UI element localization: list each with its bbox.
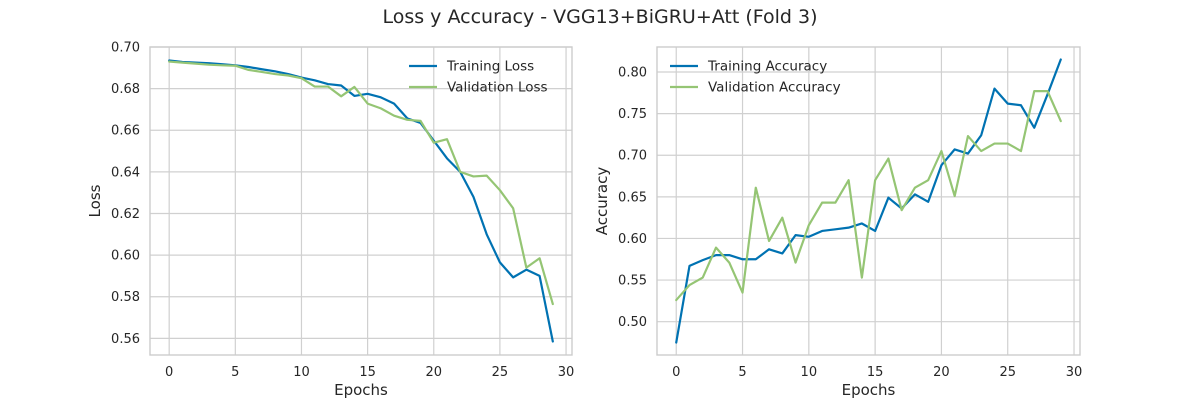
training-loss-line (168, 59, 554, 343)
loss-plot: 0 5 10 15 20 25 30 0.56 0.58 0.60 0.62 0.64 0.66 0.68… (86, 41, 574, 400)
x-tick-label: 5 (738, 365, 746, 380)
x-tick-label: 30 (1066, 365, 1083, 380)
validation-loss-line (168, 60, 554, 306)
figure-title: Loss y Accuracy - VGG13+BiGRU+Att (Fold … (382, 6, 817, 28)
x-tick-label: 15 (359, 365, 376, 380)
y-tick-label: 0.66 (111, 124, 140, 139)
legend-label-validation-loss: Validation Loss (447, 80, 548, 96)
x-tick-label: 15 (867, 365, 884, 380)
y-tick-label: 0.55 (618, 274, 647, 289)
y-tick-label: 0.50 (618, 315, 647, 330)
legend-label-training-accuracy: Training Accuracy (707, 59, 827, 75)
y-tick-label: 0.70 (111, 41, 140, 56)
x-tick-label: 25 (999, 365, 1016, 380)
y-tick-label: 0.62 (111, 207, 140, 222)
accuracy-plot: 0 5 10 15 20 25 30 0.50 0.55 0.60 0.65 0.70 0.75 0.80… (593, 46, 1083, 399)
legend-label-training-loss: Training Loss (446, 59, 534, 75)
x-tick-label: 10 (801, 365, 818, 380)
y-tick-label: 0.80 (618, 65, 647, 80)
y-tick-label: 0.75 (618, 107, 647, 122)
x-tick-label: 20 (933, 365, 950, 380)
y-axis-label: Loss (86, 184, 104, 217)
axes-frame (149, 46, 573, 356)
x-axis-label: Epochs (842, 381, 896, 399)
x-tick-label: 30 (558, 365, 575, 380)
x-tick-label: 5 (231, 365, 239, 380)
y-tick-label: 0.70 (618, 149, 647, 164)
y-tick-label: 0.68 (111, 82, 140, 97)
y-tick-label: 0.56 (111, 332, 140, 347)
x-tick-label: 25 (492, 365, 509, 380)
x-axis-label: Epochs (334, 381, 388, 399)
y-tick-label: 0.60 (111, 249, 140, 264)
y-tick-label: 0.65 (618, 190, 647, 205)
y-axis-label: Accuracy (593, 167, 611, 236)
x-tick-label: 10 (293, 365, 310, 380)
axes-frame (656, 46, 1081, 356)
x-tick-label: 0 (672, 365, 680, 380)
legend-label-validation-accuracy: Validation Accuracy (708, 80, 841, 96)
x-tick-label: 0 (165, 365, 173, 380)
y-tick-label: 0.60 (618, 232, 647, 247)
y-tick-label: 0.58 (111, 290, 140, 305)
x-tick-label: 20 (425, 365, 442, 380)
y-tick-label: 0.64 (111, 165, 140, 180)
validation-accuracy-line (675, 90, 1062, 302)
training-accuracy-line (675, 58, 1062, 344)
